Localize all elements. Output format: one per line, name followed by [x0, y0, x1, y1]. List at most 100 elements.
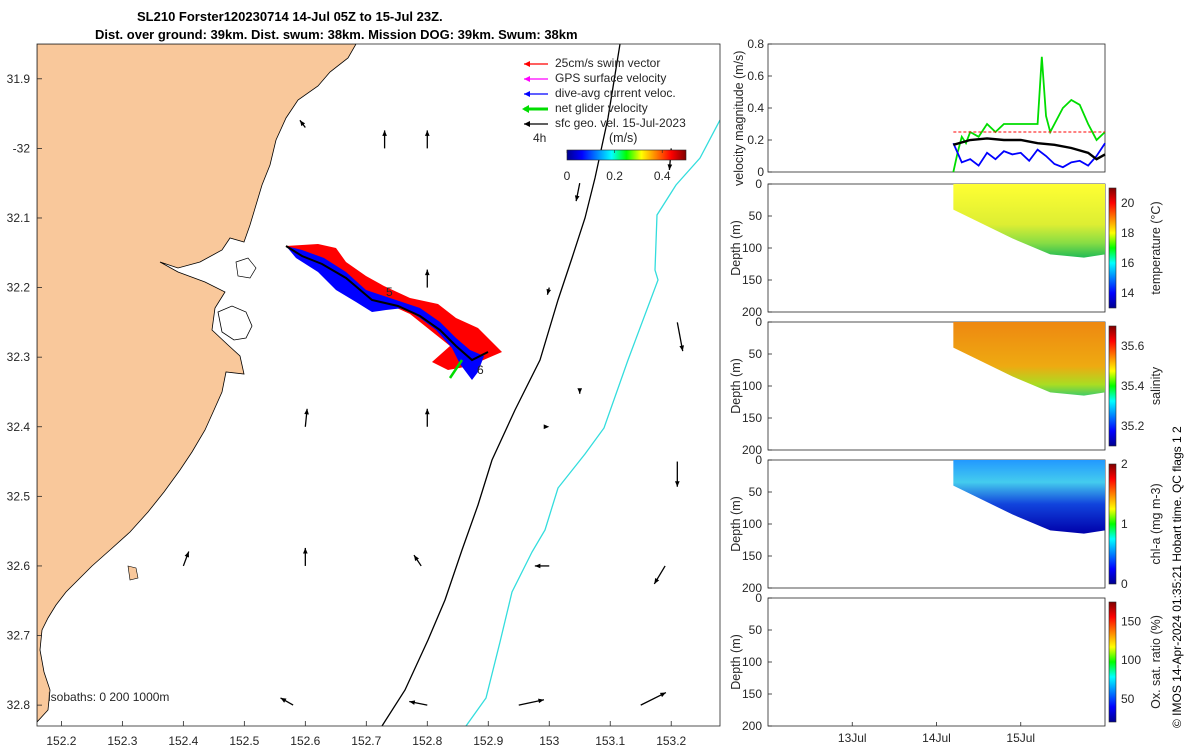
- map-xtick-label: 153.1: [595, 734, 625, 748]
- map-xtick-label: 152.2: [46, 734, 76, 748]
- depth-tick-label: 150: [742, 273, 762, 287]
- map-colorbar-tick-label: 0.4: [654, 169, 671, 183]
- time-tick-label: 13Jul: [838, 731, 867, 745]
- colorbar-tick-label: 35.4: [1121, 379, 1145, 393]
- section-data-fill: [953, 322, 1105, 396]
- figure-title: SL210 Forster120230714 14-Jul 05Z to 15-…: [137, 9, 443, 24]
- depth-tick-label: 200: [742, 443, 762, 457]
- lake: [217, 305, 253, 341]
- colorbar-tick-label: 150: [1121, 614, 1141, 628]
- section-colorbar: [1108, 463, 1117, 585]
- map-ytick-label: 32.7: [7, 629, 31, 643]
- velocity-ytick-label: 0.6: [747, 69, 764, 83]
- legend-net: net glider velocity: [555, 101, 648, 115]
- colorbar-tick-label: 35.2: [1121, 419, 1145, 433]
- section-panel: 0 50 100 150 200 Depth (m) 50 100 150 Ox. sat. ra…: [729, 591, 1163, 733]
- velocity-ylabel: velocity magnitude (m/s): [732, 51, 746, 186]
- depth-tick-label: 0: [755, 591, 762, 605]
- map-xtick-label: 152.9: [473, 734, 503, 748]
- section-colorbar: [1108, 325, 1117, 447]
- map-xtick-label: 153: [539, 734, 559, 748]
- geo-arrow-head: [184, 551, 190, 558]
- glider-track: 5 6: [285, 244, 502, 380]
- legend-current: dive-avg current veloc.: [555, 86, 676, 100]
- map-colorbar: [566, 149, 687, 161]
- depth-tick-label: 0: [755, 315, 762, 329]
- geo-arrow-head: [382, 130, 387, 136]
- geo-arrow-head: [538, 698, 544, 704]
- geo-arrow-head: [302, 547, 308, 554]
- section-ylabel: Depth (m): [729, 496, 743, 552]
- colorbar-label: chl-a (mg m-3): [1149, 483, 1163, 564]
- geo-arrow-head: [679, 345, 684, 352]
- isobath-label: isobaths: 0 200 1000m: [48, 690, 169, 704]
- map-colorbar-tick-label: 0: [564, 169, 571, 183]
- colorbar-tick-label: 50: [1121, 692, 1135, 706]
- depth-tick-label: 100: [742, 379, 762, 393]
- depth-tick-label: 200: [742, 305, 762, 319]
- depth-tick-label: 50: [749, 209, 763, 223]
- geo-arrow-head: [667, 164, 673, 170]
- depth-tick-label: 50: [749, 485, 763, 499]
- section-data-fill: [953, 184, 1105, 258]
- map-ytick-label: 31.9: [7, 72, 31, 86]
- colorbar-tick-label: 0: [1121, 577, 1128, 591]
- velocity-ytick-label: 0.2: [747, 133, 764, 147]
- colorbar-tick-label: 2: [1121, 457, 1128, 471]
- map-ytick-label: 32.8: [7, 698, 31, 712]
- map-xtick-label: 152.7: [351, 734, 381, 748]
- velocity-ytick-label: 0.4: [747, 101, 764, 115]
- map-xtick-label: 152.5: [229, 734, 259, 748]
- velocity-series-line: [953, 137, 1106, 161]
- geo-velocity-arrows: [182, 119, 684, 706]
- section-panel: 0 50 100 150 200 Depth (m) 14 16 18 20 temperature…: [729, 177, 1163, 319]
- depth-tick-label: 150: [742, 687, 762, 701]
- colorbar-tick-label: 1: [1121, 517, 1128, 531]
- map-panel: 5 6: [37, 44, 720, 726]
- depth-tick-label: 0: [755, 453, 762, 467]
- velocity-ytick-label: 0.8: [747, 37, 764, 51]
- depth-tick-label: 150: [742, 549, 762, 563]
- section-panel: 0 50 100 150 200 Depth (m) 35.2 35.4 35.6 salinit…: [729, 315, 1163, 457]
- depth-tick-label: 100: [742, 517, 762, 531]
- depth-tick-label: 150: [742, 411, 762, 425]
- geo-arrow-head: [543, 424, 550, 430]
- colorbar-tick-label: 100: [1121, 653, 1141, 667]
- figure-subtitle: Dist. over ground: 39km. Dist. swum: 38k…: [95, 27, 578, 42]
- legend-note: 4h: [533, 131, 546, 145]
- geo-arrow-head: [654, 577, 660, 584]
- section-ylabel: Depth (m): [729, 634, 743, 690]
- geo-arrow-head: [534, 563, 541, 569]
- geo-arrow-head: [280, 697, 287, 703]
- section-ylabel: Depth (m): [729, 358, 743, 414]
- colorbar-label: Ox. sat. ratio (%): [1149, 615, 1163, 709]
- geo-arrow-head: [574, 195, 580, 202]
- velocity-ytick-label: 0: [757, 165, 764, 179]
- track-label-5: 5: [386, 285, 393, 299]
- map-ytick-label: 32.5: [7, 489, 31, 503]
- map-xtick-label: 152.4: [168, 734, 198, 748]
- geo-arrow-head: [413, 555, 419, 562]
- map-ytick-label: 32.1: [7, 211, 31, 225]
- legend-swim: 25cm/s swim vector: [555, 56, 660, 70]
- geo-arrow-head: [659, 692, 666, 698]
- colorbar-tick-label: 35.6: [1121, 339, 1145, 353]
- map-xtick-label: 153.2: [656, 734, 686, 748]
- colorbar-tick-label: 20: [1121, 196, 1135, 210]
- geo-arrow-head: [424, 408, 430, 415]
- map-colorbar-tick-label: 0.2: [606, 169, 623, 183]
- geo-arrow-head: [577, 388, 583, 394]
- depth-tick-label: 200: [742, 581, 762, 595]
- section-data-fill: [953, 460, 1105, 534]
- depth-tick-label: 50: [749, 623, 763, 637]
- isobath-200: [381, 44, 621, 726]
- colorbar-tick-label: 16: [1121, 256, 1135, 270]
- map-ytick-label: 32.4: [7, 420, 31, 434]
- map-ytick-label: 32.3: [7, 350, 31, 364]
- map-xtick-label: 152.6: [290, 734, 320, 748]
- depth-tick-label: 200: [742, 719, 762, 733]
- map-ytick-label: 32.2: [7, 281, 31, 295]
- footer-credit: © IMOS 14-Apr-2024 01:35:21 Hobart time.…: [1170, 426, 1184, 728]
- geo-arrow-head: [409, 700, 416, 705]
